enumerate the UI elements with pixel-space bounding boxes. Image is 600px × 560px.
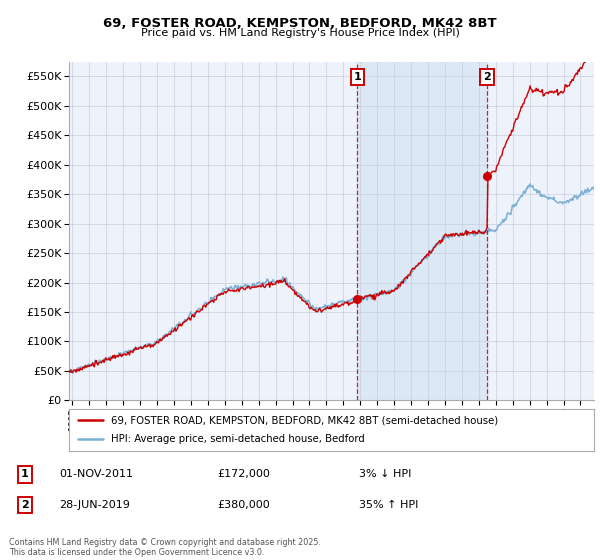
- Text: HPI: Average price, semi-detached house, Bedford: HPI: Average price, semi-detached house,…: [111, 435, 365, 445]
- Text: 2: 2: [21, 500, 29, 510]
- Text: 69, FOSTER ROAD, KEMPSTON, BEDFORD, MK42 8BT (semi-detached house): 69, FOSTER ROAD, KEMPSTON, BEDFORD, MK42…: [111, 415, 498, 425]
- Text: 35% ↑ HPI: 35% ↑ HPI: [359, 500, 418, 510]
- Text: 3% ↓ HPI: 3% ↓ HPI: [359, 469, 411, 479]
- Text: £172,000: £172,000: [218, 469, 271, 479]
- Text: 69, FOSTER ROAD, KEMPSTON, BEDFORD, MK42 8BT: 69, FOSTER ROAD, KEMPSTON, BEDFORD, MK42…: [103, 17, 497, 30]
- Text: 28-JUN-2019: 28-JUN-2019: [59, 500, 130, 510]
- Bar: [358, 62, 487, 400]
- Text: 01-NOV-2011: 01-NOV-2011: [59, 469, 133, 479]
- Text: Contains HM Land Registry data © Crown copyright and database right 2025.
This d: Contains HM Land Registry data © Crown c…: [9, 538, 321, 557]
- Text: 1: 1: [21, 469, 29, 479]
- Text: 1: 1: [353, 72, 361, 82]
- Text: 2: 2: [483, 72, 491, 82]
- Text: Price paid vs. HM Land Registry's House Price Index (HPI): Price paid vs. HM Land Registry's House …: [140, 28, 460, 38]
- Text: £380,000: £380,000: [218, 500, 271, 510]
